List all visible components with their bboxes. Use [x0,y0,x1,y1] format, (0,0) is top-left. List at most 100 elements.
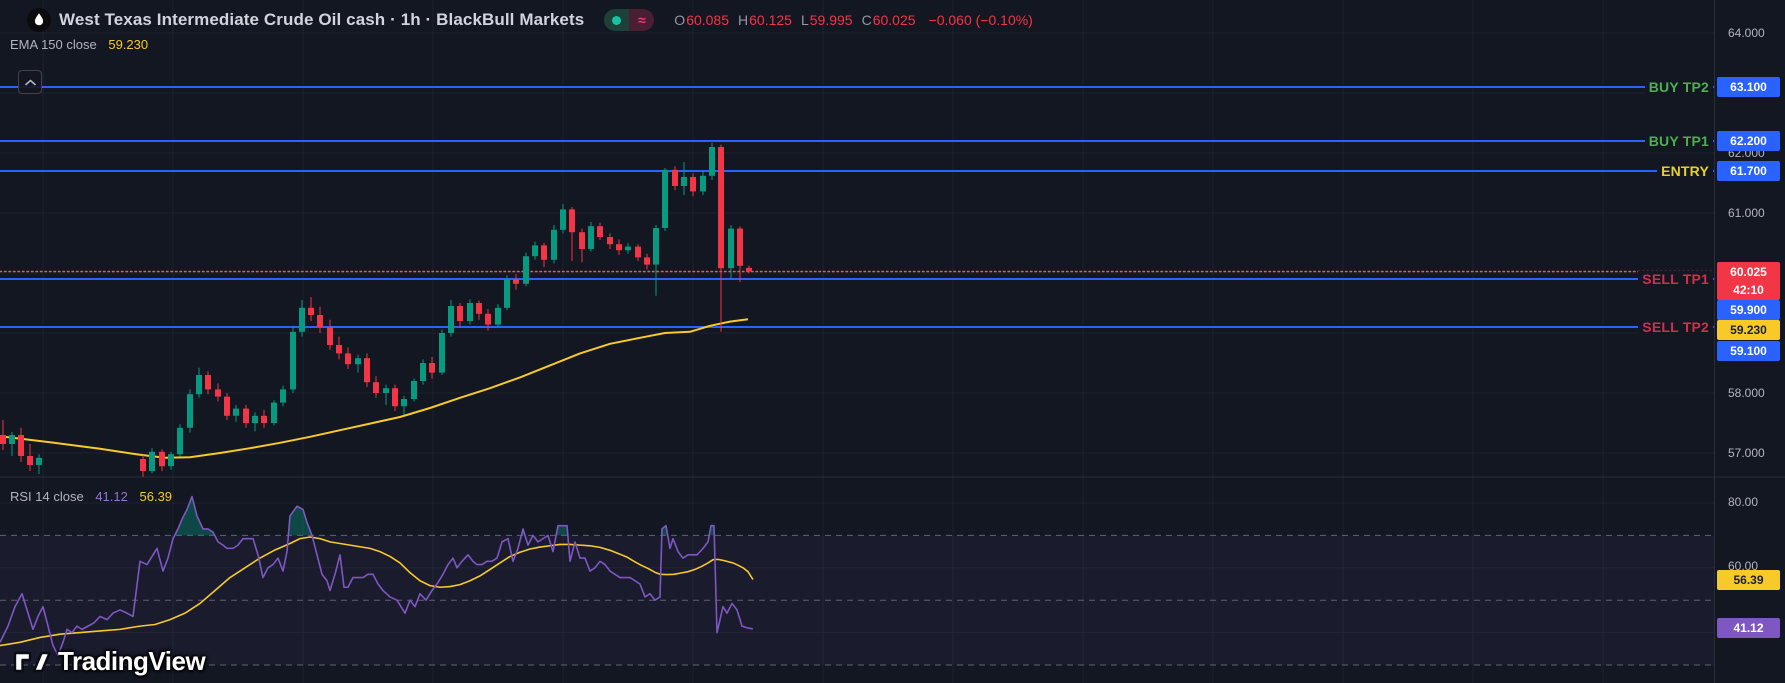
candle-body [299,307,305,332]
candle-body [383,388,389,393]
candle-body [411,381,417,399]
price-change: −0.060 (−0.10%) [928,12,1033,28]
candle-body [635,246,641,258]
candle-body [187,394,193,428]
symbol-legend[interactable]: West Texas Intermediate Crude Oil cash ·… [27,8,1033,32]
price-badge: 61.700 [1717,161,1780,181]
axis-label: 58.000 [1728,386,1765,400]
candle-body [728,228,734,269]
candle-body [746,267,752,272]
candle-body [457,306,463,321]
candle-body [579,232,585,249]
candle-body [662,169,668,228]
ema-legend-label: EMA 150 close [10,37,97,52]
candle-body [159,451,165,467]
candle-body [551,229,557,260]
axis-label: 57.000 [1728,446,1765,460]
candle-body [420,363,426,381]
chevron-up-icon [24,79,36,85]
price-scale-border [1714,0,1715,683]
candle-body [569,209,575,233]
candle-body [541,245,547,260]
candle-body [308,307,314,315]
candle-body [177,427,183,455]
level-label-sell-tp1: SELL TP1 [1638,271,1713,287]
candle-body [149,451,155,471]
candle-body [345,353,351,365]
price-badge: 62.200 [1717,131,1780,151]
candle-body [252,415,258,423]
level-label-buy-tp1: BUY TP1 [1644,133,1713,149]
candle-body [355,358,361,365]
axis-label: 64.000 [1728,26,1765,40]
price-badge: 60.025 42:10 [1717,262,1780,300]
candle-body [439,333,445,373]
candle-body [690,177,696,192]
candle-body [317,315,323,327]
candle-body [224,396,230,416]
tradingview-logo-text: TradingView [58,646,206,676]
level-label-buy-tp2: BUY TP2 [1644,79,1713,95]
candle-body [9,435,15,444]
candle-body [0,435,6,444]
candle-body [718,147,724,269]
candle-body [27,456,33,465]
market-status-pill[interactable]: ≈ [604,9,655,31]
tradingview-logo[interactable]: TradingView [12,646,206,677]
candle-body [327,327,333,345]
candle-body [700,175,706,192]
candle-body [429,363,435,373]
candle-body [560,209,566,230]
candle-body [233,408,239,416]
candle-body [467,303,473,321]
market-open-segment [604,9,630,31]
delayed-data-icon: ≈ [629,9,655,31]
price-badge: 56.39 [1717,570,1780,590]
ema-legend-value: 59.230 [108,37,149,52]
candle-body [495,307,501,325]
rsi-legend-label: RSI 14 close [10,489,84,504]
candle-body [373,382,379,393]
candle-body [36,457,42,465]
candle-body [392,388,398,407]
symbol-title: West Texas Intermediate Crude Oil cash ·… [59,10,585,29]
green-dot-icon [612,15,622,25]
rsi-legend[interactable]: RSI 14 close 41.12 56.39 [10,489,172,504]
level-label-entry: ENTRY [1657,163,1713,179]
candle-body [737,228,743,266]
price-badge: 59.100 [1717,341,1780,361]
price-badge: 41.12 [1717,618,1780,638]
candle-body [513,279,519,284]
candle-body [271,402,277,423]
level-label-sell-tp2: SELL TP2 [1638,319,1713,335]
axis-label: 61.000 [1728,206,1765,220]
candle-body [448,306,454,333]
candle-body [18,435,24,456]
candle-body [140,459,146,471]
candle-body [196,375,202,395]
candle-body [476,303,482,314]
bar-countdown: 42:10 [1733,283,1764,297]
rsi-line [0,495,754,657]
rsi-ma-legend-value: 56.39 [139,489,173,504]
candle-body [485,313,491,325]
axis-label: 60.00 [1728,559,1759,573]
tradingview-mark-icon [13,651,51,672]
candle-body [616,244,622,251]
candle-body [653,228,659,265]
candle-body [243,408,249,423]
candle-body [625,246,631,251]
candle-body [336,345,342,354]
pane-collapse-button[interactable] [18,70,42,94]
candle-body [401,399,407,407]
price-badge: 59.900 [1717,300,1780,320]
candle-body [205,375,211,390]
rsi-legend-value: 41.12 [95,489,128,504]
candle-body [672,169,678,186]
candle-body [280,389,286,403]
rsi-ma-line [0,536,754,647]
candle-body [607,237,613,245]
ema-legend[interactable]: EMA 150 close 59.230 [10,37,148,52]
candle-body [261,415,267,423]
